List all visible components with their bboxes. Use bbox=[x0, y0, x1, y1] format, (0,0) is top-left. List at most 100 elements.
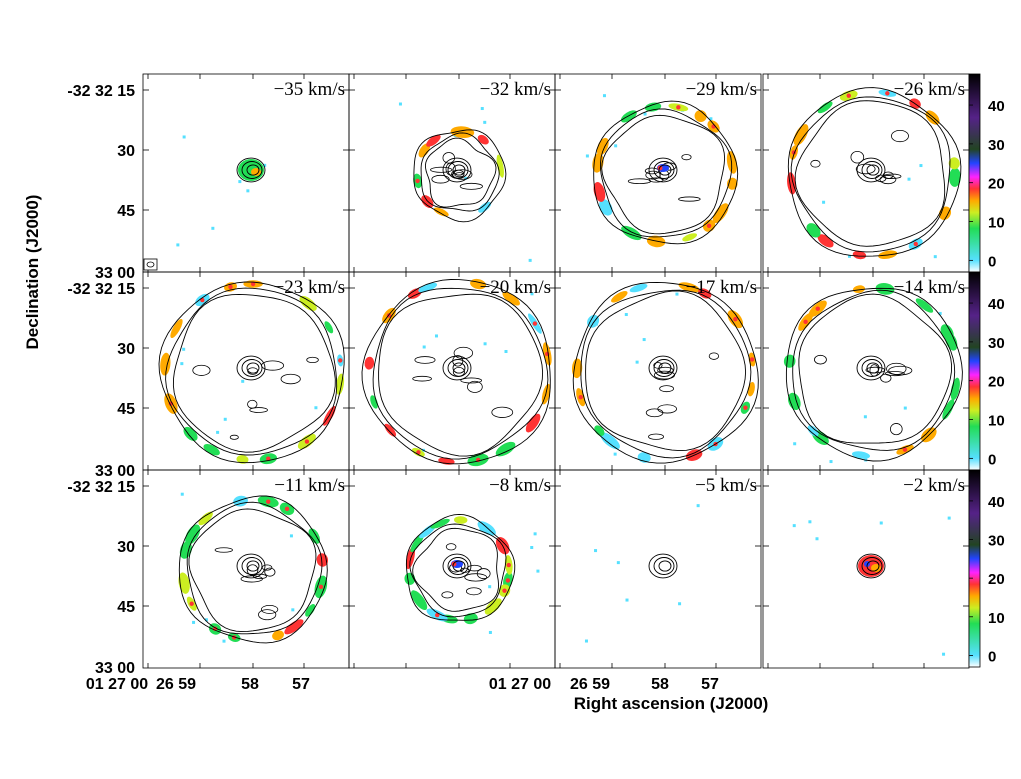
noise-speck bbox=[488, 585, 492, 589]
central-source-contour bbox=[861, 161, 883, 179]
channel-panel: −32 km/s bbox=[348, 73, 556, 273]
contour-line bbox=[453, 346, 474, 360]
contour-line bbox=[158, 281, 345, 464]
emission-peak bbox=[885, 91, 890, 96]
noise-speck bbox=[422, 345, 426, 349]
central-source-contour bbox=[241, 359, 263, 377]
x-tick-label: 26 59 bbox=[156, 676, 196, 693]
central-source-contour bbox=[866, 164, 880, 176]
x-tick-label: 01 27 00 bbox=[86, 676, 148, 693]
central-source-peak bbox=[451, 561, 457, 567]
contour-line bbox=[888, 365, 913, 376]
noise-speck bbox=[584, 639, 588, 643]
emission-peak bbox=[913, 241, 918, 247]
emission-blob bbox=[198, 511, 213, 526]
emission-blob bbox=[682, 233, 698, 242]
contour-line bbox=[253, 573, 267, 580]
emission-blob bbox=[384, 423, 397, 437]
noise-speck bbox=[616, 561, 620, 565]
noise-speck bbox=[903, 406, 907, 410]
contour-line bbox=[405, 513, 516, 621]
emission-blob bbox=[305, 604, 316, 617]
emission-peak bbox=[532, 321, 538, 326]
central-source-peak bbox=[871, 564, 881, 572]
panel-frame bbox=[348, 271, 556, 471]
central-source-contour bbox=[442, 553, 472, 579]
central-source-contour bbox=[648, 157, 678, 183]
contour-line bbox=[653, 362, 663, 369]
emission-blob bbox=[698, 288, 712, 299]
noise-speck bbox=[182, 347, 186, 351]
central-source-contour bbox=[856, 157, 886, 183]
contour-line bbox=[306, 356, 319, 364]
emission-blob bbox=[851, 451, 871, 459]
colorbar-tick-label: 40 bbox=[988, 98, 1005, 115]
central-source-contour bbox=[452, 362, 466, 374]
noise-speck bbox=[594, 549, 598, 553]
central-source-contour bbox=[653, 557, 675, 575]
contour-line bbox=[452, 169, 473, 180]
contour-line bbox=[890, 423, 903, 436]
central-source-contour bbox=[452, 560, 466, 572]
contour-line bbox=[678, 196, 701, 202]
velocity-label: −8 km/s bbox=[489, 475, 551, 496]
emission-blob bbox=[806, 223, 821, 238]
contour-line bbox=[172, 293, 336, 453]
panel-frame bbox=[348, 469, 556, 669]
contour-line bbox=[165, 287, 338, 456]
noise-speck bbox=[192, 620, 196, 624]
x-tick-label: 58 bbox=[241, 676, 259, 693]
velocity-label: −17 km/s bbox=[686, 277, 757, 298]
noise-speck bbox=[291, 608, 295, 612]
emission-blob bbox=[185, 524, 201, 545]
central-source-contour bbox=[246, 362, 260, 374]
channel-panel: −29 km/s bbox=[554, 73, 762, 273]
noise-speck bbox=[863, 415, 867, 419]
x-tick-label: 57 bbox=[292, 676, 310, 693]
emission-peak bbox=[318, 584, 324, 590]
contour-line bbox=[459, 182, 483, 190]
x-tick-label: 58 bbox=[651, 676, 669, 693]
emission-peak bbox=[189, 601, 194, 606]
noise-speck bbox=[488, 630, 492, 634]
contour-line bbox=[361, 279, 551, 465]
contour-line bbox=[794, 100, 946, 247]
central-source-contour bbox=[246, 560, 260, 572]
velocity-label: −23 km/s bbox=[274, 277, 345, 298]
noise-speck bbox=[907, 177, 911, 181]
contour-line bbox=[192, 364, 211, 376]
beam-box bbox=[143, 258, 158, 271]
contour-line bbox=[249, 407, 268, 413]
y-tick-label: 30 bbox=[117, 341, 135, 358]
contour-line bbox=[792, 289, 956, 451]
emission-blob bbox=[571, 358, 583, 379]
noise-speck bbox=[176, 243, 180, 247]
noise-speck bbox=[483, 342, 487, 346]
contour-line bbox=[869, 364, 879, 377]
noise-speck bbox=[246, 189, 250, 193]
emission-blob bbox=[299, 295, 317, 311]
noise-speck bbox=[263, 163, 267, 167]
noise-speck bbox=[483, 120, 487, 124]
noise-speck bbox=[624, 313, 628, 317]
velocity-label: −2 km/s bbox=[903, 475, 965, 496]
channel-panel: −17 km/s bbox=[554, 271, 762, 471]
channel-panel: −26 km/s bbox=[762, 73, 970, 273]
noise-speck bbox=[180, 492, 184, 496]
y-tick-label: 33 00 bbox=[95, 265, 135, 282]
contour-line bbox=[627, 178, 652, 185]
noise-speck bbox=[536, 569, 540, 573]
noise-speck bbox=[238, 180, 242, 184]
emission-peak bbox=[320, 557, 325, 563]
emission-peak bbox=[266, 499, 271, 504]
panel-frame bbox=[142, 271, 350, 471]
emission-blob bbox=[793, 124, 809, 146]
contour-line bbox=[412, 375, 432, 382]
contour-line bbox=[601, 114, 726, 235]
contour-line bbox=[810, 159, 821, 168]
panel-grid: −35 km/s −32 km/s −29 km/s −26 km/s −23 km/s… bbox=[142, 73, 970, 669]
contour-line bbox=[214, 547, 233, 553]
colorbar-tick-label: 0 bbox=[988, 451, 996, 468]
velocity-label: −29 km/s bbox=[686, 79, 757, 100]
noise-speck bbox=[793, 442, 797, 446]
